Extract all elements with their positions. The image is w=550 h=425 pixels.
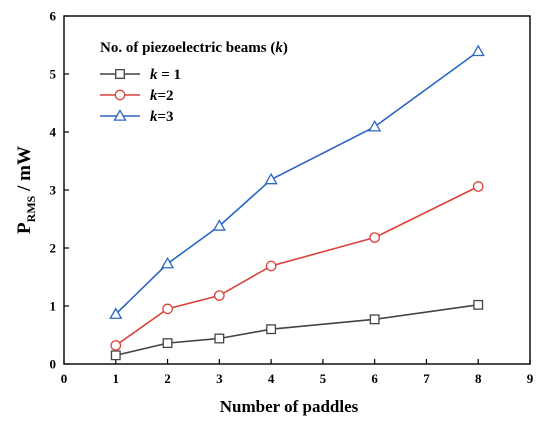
y-tick-label: 6 [50,9,57,24]
series-k2 [110,181,484,351]
legend-title-close: ) [283,40,288,56]
data-point-triangle [113,109,127,121]
data-point-square [369,314,380,325]
x-tick-label: 9 [527,371,534,386]
y-axis-label: PRMS / mW [14,146,38,234]
legend-title: No. of piezoelectric beams (k) [100,40,288,56]
legend-label-var: k [150,88,158,104]
legend-label: k=2 [150,88,174,104]
data-point-triangle [471,44,485,57]
data-point-triangle [160,256,175,269]
data-point-circle [110,340,122,351]
data-point-triangle [109,307,123,319]
series-line [115,185,479,347]
axes: 0 1 2 3 4 5 6 7 8 9 0 1 2 3 4 5 6 [50,9,534,387]
legend-entry-k2: k=2 [100,88,174,104]
data-point-circle [162,303,173,315]
legend-label: k = 1 [150,67,181,83]
x-axis-label: Number of paddles [220,397,359,416]
y-tick-label: 4 [50,125,57,140]
data-point-circle [114,89,126,101]
axis-labels: Number of paddles PRMS / mW [14,146,359,416]
series-k1 [110,299,484,361]
x-tick-label: 3 [216,371,223,386]
data-point-circle [472,181,484,192]
legend-label-suffix: = 1 [158,67,182,83]
data-point-square [214,333,225,344]
data-point-circle [369,232,381,243]
legend-title-var: k [275,40,283,56]
data-point-triangle [212,219,226,231]
x-tick-label: 5 [320,371,327,386]
y-tick-label: 1 [50,299,57,314]
legend: No. of piezoelectric beams (k)k = 1k=2k=… [100,40,288,125]
data-point-square [115,69,125,79]
data-point-square [266,324,277,335]
plot-frame [63,15,531,365]
x-tick-label: 6 [371,371,378,386]
plot-area [63,15,531,365]
series-line [115,50,479,315]
y-tick-label: 0 [50,357,57,372]
y-tick-label: 3 [50,183,57,198]
y-tick-label: 2 [50,241,57,256]
x-tick-label: 7 [423,371,430,386]
legend-label-suffix: =2 [158,88,174,104]
legend-label: k=3 [150,109,174,125]
data-point-circle [265,260,277,272]
x-tick-label: 0 [61,371,68,386]
data-point-circle [213,290,225,301]
y-axis-label-sub: RMS [24,195,38,222]
data-point-triangle [264,172,278,185]
x-tick-label: 8 [475,371,482,386]
data-point-triangle [368,119,382,132]
y-axis-label-main: P [14,222,35,234]
data-point-square [110,350,121,361]
data-point-square [473,299,484,310]
legend-title-text: No. of piezoelectric beams ( [100,40,275,56]
legend-entry-k1: k = 1 [100,67,181,83]
legend-label-suffix: =3 [158,109,174,125]
series-line [115,304,479,357]
y-tick-label: 5 [50,67,57,82]
legend-entry-k3: k=3 [100,109,174,125]
series-k3 [109,44,485,319]
x-tick-label: 4 [268,371,275,386]
series-layer [109,44,485,361]
legend-label-var: k [150,109,158,125]
y-axis-label-unit: / mW [14,146,35,196]
x-tick-label: 2 [164,371,171,386]
x-tick-label: 1 [113,371,120,386]
data-point-square [162,338,173,349]
legend-label-var: k [150,67,158,83]
